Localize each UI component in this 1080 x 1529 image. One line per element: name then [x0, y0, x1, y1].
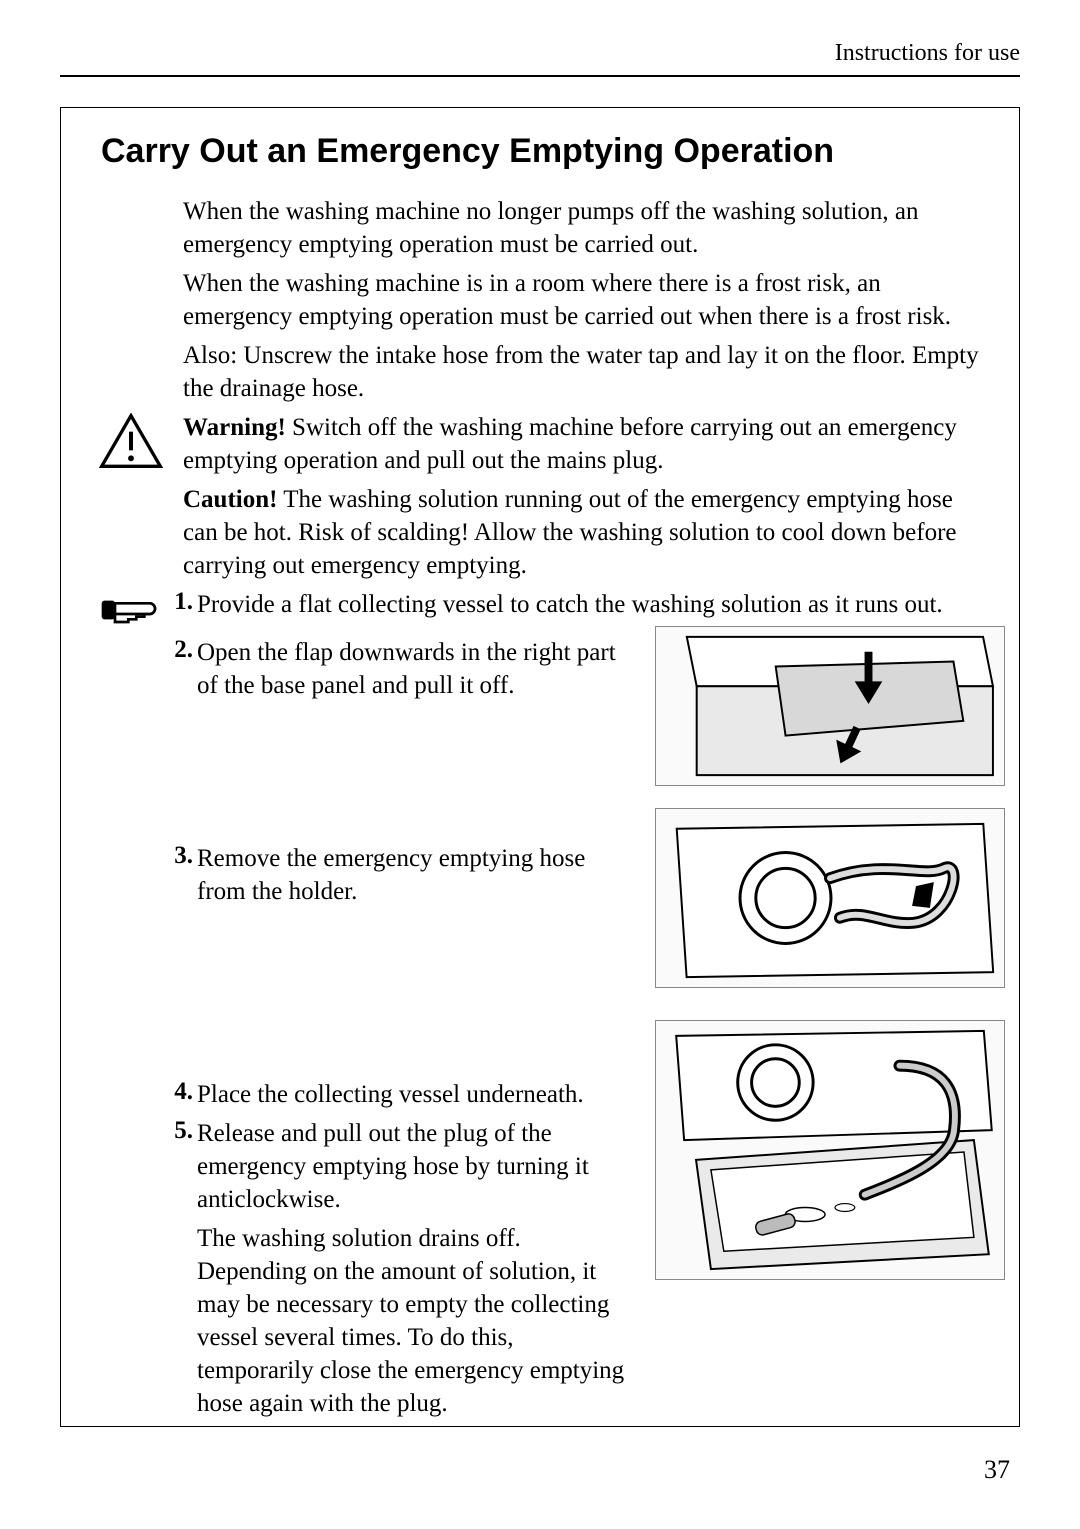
- figure-flap-open: [655, 626, 1005, 786]
- step-3-text: Remove the emergency emptying hose from …: [197, 842, 627, 908]
- figure-collecting-vessel: [655, 1020, 1005, 1280]
- caution-text: Caution! The washing solution running ou…: [183, 483, 991, 582]
- warning-text: Warning! Switch off the washing machine …: [183, 411, 991, 477]
- step-5-continuation: The washing solution drains off. Dependi…: [197, 1222, 627, 1420]
- step-2-number: 2.: [163, 636, 197, 664]
- figure-hose-holder: [655, 808, 1005, 988]
- page: Instructions for use Carry Out an Emerge…: [0, 0, 1080, 1529]
- warning-body: Switch off the washing machine before ca…: [183, 414, 957, 474]
- page-title: Carry Out an Emergency Emptying Operatio…: [101, 132, 1001, 171]
- step-1-number: 1.: [163, 588, 197, 616]
- caution-body: The washing solution running out of the …: [183, 486, 957, 579]
- step-4-number: 4.: [163, 1078, 197, 1106]
- step-4-text: Place the collecting vessel underneath.: [197, 1078, 627, 1111]
- header-rule: [60, 75, 1020, 77]
- warning-triangle-icon: [99, 411, 163, 469]
- running-head: Instructions for use: [60, 40, 1020, 67]
- content-frame: Carry Out an Emergency Emptying Operatio…: [60, 107, 1020, 1427]
- warning-block: Warning! Switch off the washing machine …: [99, 411, 991, 477]
- caution-label: Caution!: [183, 486, 277, 513]
- step-5-number: 5.: [163, 1117, 197, 1145]
- intro-block: When the washing machine no longer pumps…: [183, 195, 991, 405]
- intro-para-2: When the washing machine is in a room wh…: [183, 267, 991, 333]
- intro-para-3: Also: Unscrew the intake hose from the w…: [183, 339, 991, 405]
- caution-block: Caution! The washing solution running ou…: [183, 483, 991, 582]
- pointing-hand-icon: [99, 588, 163, 630]
- warning-label: Warning!: [183, 414, 286, 441]
- step-5-text: Release and pull out the plug of the eme…: [197, 1117, 627, 1216]
- step-2-text: Open the flap downwards in the right par…: [197, 636, 627, 702]
- step-3-number: 3.: [163, 842, 197, 870]
- step-1-text: Provide a flat collecting vessel to catc…: [197, 588, 991, 621]
- page-number: 37: [984, 1455, 1010, 1485]
- step-1-row: 1. Provide a flat collecting vessel to c…: [99, 588, 991, 630]
- intro-para-1: When the washing machine no longer pumps…: [183, 195, 991, 261]
